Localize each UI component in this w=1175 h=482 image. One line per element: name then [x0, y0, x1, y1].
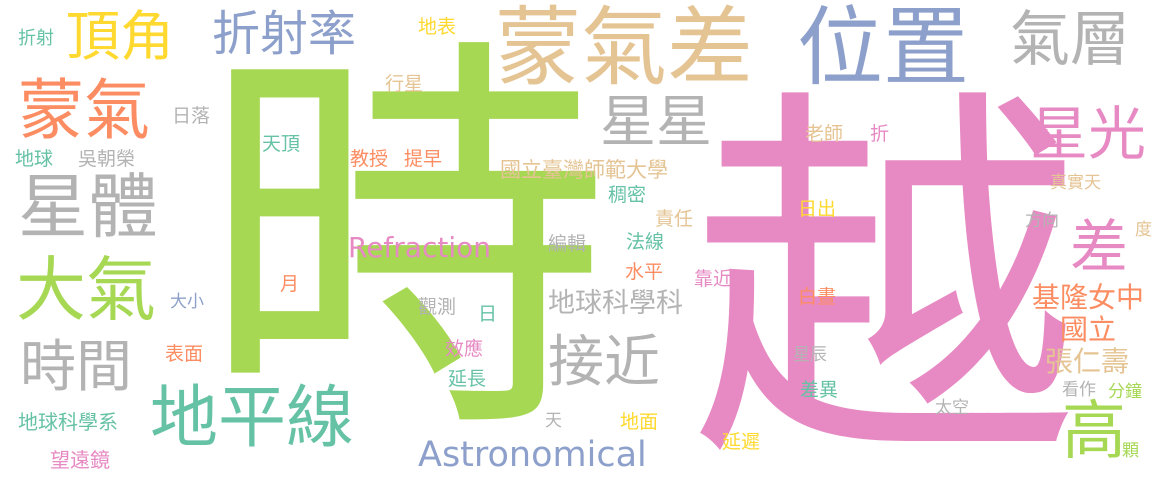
- word-yanchang: 延長: [448, 368, 487, 390]
- word-guolitaiwan: 國立臺灣師範大學: [500, 158, 668, 182]
- word-laoshi: 老師: [805, 123, 844, 145]
- word-guance: 觀測: [418, 296, 457, 318]
- word-fenzhong: 分鐘: [1108, 382, 1142, 402]
- word-daxiao: 大小: [170, 292, 204, 312]
- word-yue: 越: [690, 58, 1080, 482]
- word-bianji: 編輯: [548, 233, 587, 255]
- word-dimian: 地面: [620, 411, 659, 433]
- word-diqiukexueke: 地球科學科: [548, 288, 683, 319]
- word-dipingxian: 地平線: [150, 379, 355, 458]
- word-du: 度: [1135, 220, 1152, 240]
- word-wangyuanjing: 望遠鏡: [50, 448, 110, 472]
- word-weizhi: 位置: [797, 0, 969, 98]
- word-refraction: Refraction: [348, 231, 491, 264]
- word-shi: 時: [200, 6, 610, 482]
- word-xingguang: 星光: [1030, 100, 1147, 168]
- word-taikong: 太空: [935, 398, 969, 418]
- word-guoli: 國立: [1060, 313, 1117, 346]
- word-wuchaorong: 吳朝榮: [78, 148, 136, 170]
- word-zheshelv: 折射率: [212, 6, 357, 62]
- word-zhangrenshou: 張仁壽: [1045, 345, 1130, 378]
- word-ri: 日: [478, 303, 498, 325]
- word-lei: 顆: [1122, 441, 1139, 461]
- word-dibiao: 地表: [418, 16, 457, 38]
- word-riluo: 日落: [172, 105, 211, 127]
- word-yanchi: 延遲: [722, 431, 761, 453]
- word-shuiping: 水平: [625, 261, 664, 283]
- word-tizao: 提早: [404, 148, 443, 170]
- word-tian: 天: [545, 411, 562, 431]
- word-choumi: 稠密: [608, 184, 647, 206]
- word-qiceng: 氣層: [1010, 5, 1130, 75]
- word-yue-small: 月: [280, 273, 300, 295]
- word-daqi: 大氣: [16, 249, 156, 331]
- word-jiaoshou: 教授: [350, 148, 389, 170]
- word-richu: 日出: [798, 198, 837, 220]
- word-diqiukexuexi: 地球科學系: [18, 410, 118, 434]
- word-shijian: 時間: [20, 335, 132, 400]
- word-xingxing: 星星: [600, 90, 712, 155]
- word-biaomian: 表面: [165, 343, 204, 365]
- word-zheshe-small: 折射: [18, 28, 54, 49]
- word-zhe: 折: [870, 123, 890, 145]
- word-xingchen: 星辰: [793, 345, 827, 365]
- word-mengqi: 蒙氣: [18, 72, 150, 149]
- word-jiejin: 接近: [548, 330, 660, 395]
- word-faxian: 法線: [626, 231, 665, 253]
- word-xingti: 星體: [18, 166, 158, 248]
- word-chayi: 差異: [800, 379, 839, 401]
- word-cha: 差: [1070, 213, 1129, 281]
- word-hangxing: 行星: [385, 73, 424, 95]
- word-zhenshitian: 真實天: [1050, 173, 1101, 193]
- word-astronomical: Astronomical: [418, 435, 647, 475]
- word-mengqicha: 蒙氣差: [495, 0, 753, 98]
- word-diqiu: 地球: [15, 148, 54, 170]
- word-zeren: 責任: [655, 208, 694, 230]
- word-tianding: 天頂: [262, 133, 301, 155]
- word-kaojin: 靠近: [694, 268, 733, 290]
- word-xiaoying: 效應: [445, 338, 484, 360]
- word-baizhou: 白晝: [798, 286, 837, 308]
- word-dingjiao: 頂角: [66, 5, 174, 68]
- word-gao: 高: [1062, 395, 1126, 469]
- word-jilongnvzhong: 基隆女中: [1032, 281, 1145, 314]
- word-fangxiang: 方向: [1025, 211, 1059, 231]
- word-kanzuo: 看作: [1062, 380, 1096, 400]
